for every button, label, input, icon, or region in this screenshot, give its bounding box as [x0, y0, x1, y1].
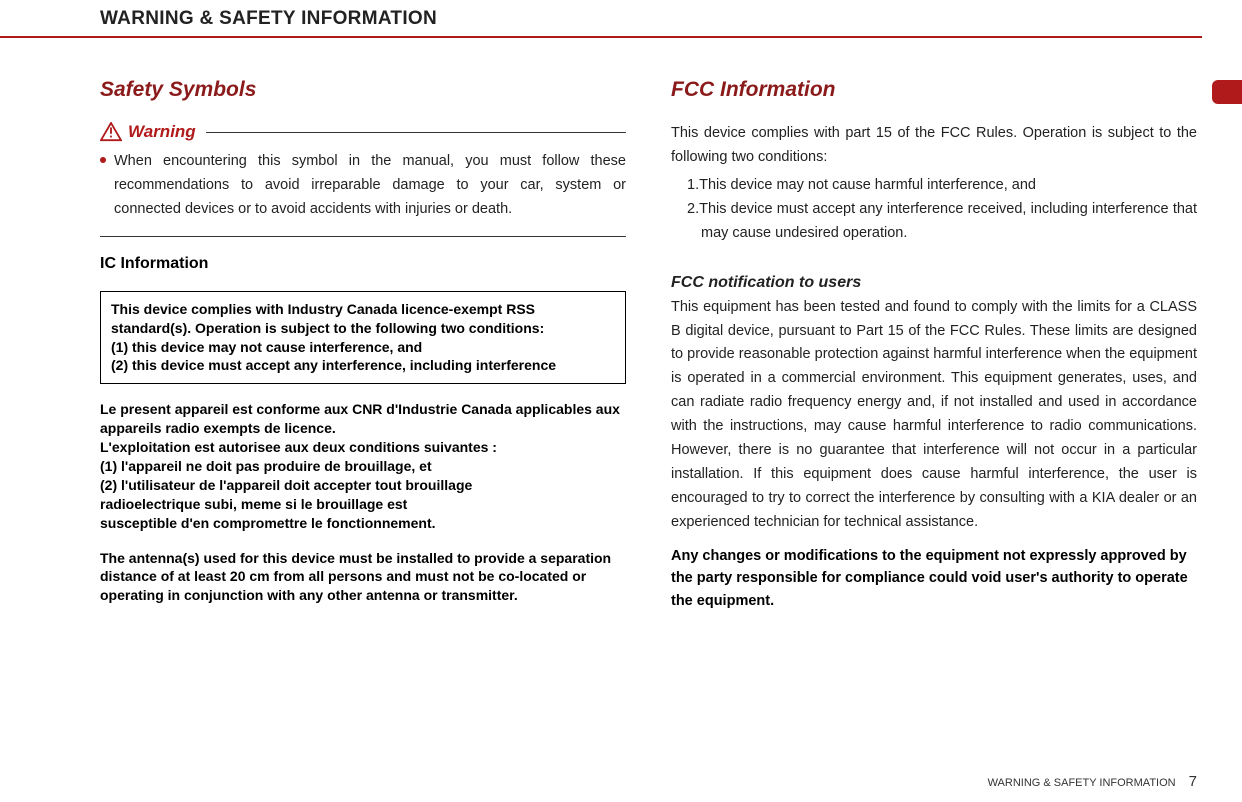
warning-bullet-row: When encountering this symbol in the man…: [100, 150, 626, 222]
bullet-icon: [100, 157, 106, 163]
fcc-notification-heading: FCC notification to users: [671, 274, 1197, 292]
page-title: WARNING & SAFETY INFORMATION: [100, 8, 1202, 30]
warning-label: Warning: [128, 122, 196, 142]
fcc-conditions-list: 1.This device may not cause harmful inte…: [671, 174, 1197, 246]
warning-triangle-icon: [100, 122, 122, 142]
content-area: Safety Symbols Warning When encountering…: [0, 38, 1242, 621]
ic-english-text: This device complies with Industry Canad…: [111, 300, 615, 376]
page-number: 7: [1189, 773, 1197, 790]
ic-antenna-text: The antenna(s) used for this device must…: [100, 549, 626, 606]
ic-information-heading: IC Information: [100, 255, 626, 273]
side-tab: [1212, 80, 1242, 104]
page-footer: WARNING & SAFETY INFORMATION 7: [988, 773, 1197, 790]
ic-french-item2: (2) l'utilisateur de l'appareil doit acc…: [100, 476, 626, 533]
fcc-condition-1: 1.This device may not cause harmful inte…: [687, 174, 1197, 198]
footer-label: WARNING & SAFETY INFORMATION: [988, 777, 1176, 789]
warning-header-row: Warning: [100, 122, 626, 142]
right-column: FCC Information This device complies wit…: [671, 78, 1197, 621]
page-header: WARNING & SAFETY INFORMATION: [0, 0, 1202, 38]
warning-divider-line: [206, 132, 626, 133]
fcc-intro-text: This device complies with part 15 of the…: [671, 122, 1197, 170]
fcc-information-heading: FCC Information: [671, 78, 1197, 102]
fcc-condition-2: 2.This device must accept any interferen…: [687, 198, 1197, 246]
safety-symbols-heading: Safety Symbols: [100, 78, 626, 102]
fcc-notification-body: This equipment has been tested and found…: [671, 296, 1197, 535]
ic-french-intro: Le present appareil est conforme aux CNR…: [100, 400, 626, 476]
warning-bullet-text: When encountering this symbol in the man…: [114, 150, 626, 222]
fcc-modification-warning: Any changes or modifications to the equi…: [671, 545, 1197, 612]
left-column: Safety Symbols Warning When encountering…: [100, 78, 626, 621]
ic-english-box: This device complies with Industry Canad…: [100, 291, 626, 385]
section-divider: [100, 236, 626, 237]
